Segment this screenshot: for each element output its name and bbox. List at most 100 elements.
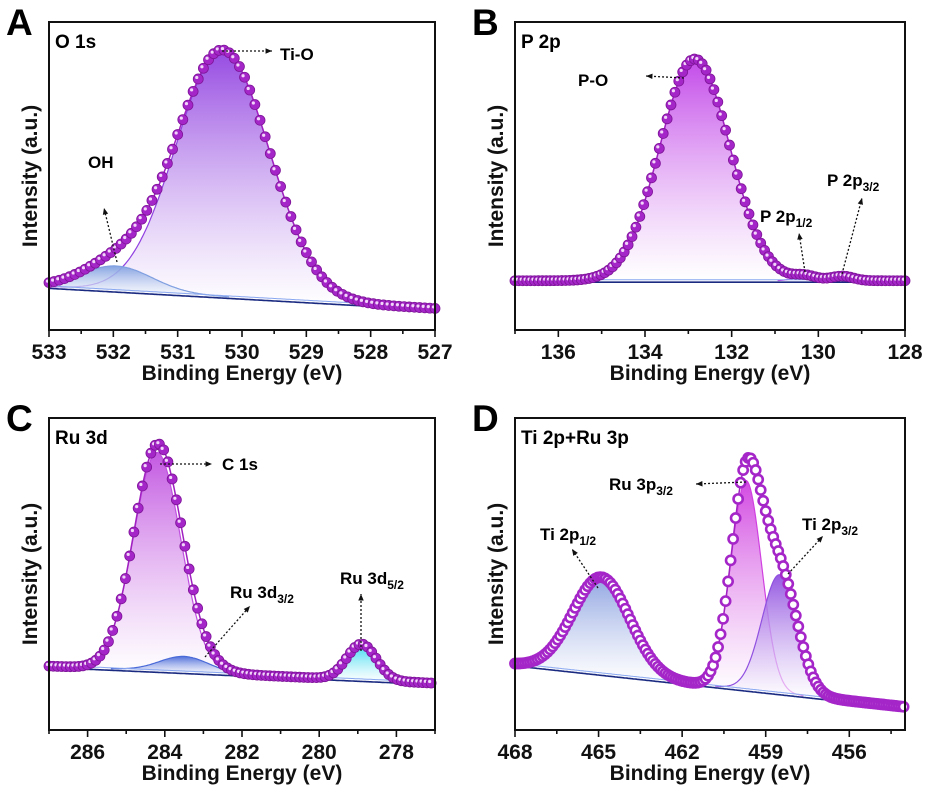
data-point-highlight — [401, 303, 405, 307]
annotation-text: Ti 2p — [540, 525, 579, 544]
data-point-highlight — [636, 213, 640, 217]
data-point — [661, 113, 673, 125]
data-point-highlight — [722, 127, 726, 131]
panel-title: Ti 2p+Ru 3p — [521, 428, 629, 449]
data-point — [782, 578, 795, 590]
panel-title: O 1s — [55, 32, 96, 53]
arrow-head-icon — [265, 48, 272, 54]
arrow-head-icon — [243, 606, 250, 613]
data-point — [722, 575, 735, 588]
annotation-subscript: 3/2 — [277, 592, 294, 606]
data-point-highlight — [61, 275, 65, 279]
annotation-text: P 2p — [827, 171, 863, 190]
data-point-highlight — [334, 666, 338, 670]
data-point-highlight — [113, 613, 118, 617]
annotation-text: P-O — [578, 71, 608, 90]
panel-B: 136 134 132 130 128 Binding Energy (eV) Intens… — [472, 2, 923, 385]
data-point-highlight — [66, 273, 70, 277]
data-point-highlight — [105, 638, 109, 642]
annotation-label: C 1s — [222, 455, 258, 474]
data-point — [719, 595, 732, 608]
data-point — [141, 461, 153, 473]
data-point — [727, 533, 740, 545]
x-tick-label: 465 — [581, 741, 616, 764]
data-point-highlight — [380, 301, 384, 306]
x-tick-label: 459 — [748, 741, 783, 764]
data-point-highlight — [181, 543, 185, 547]
annotation-label: Ti-O — [280, 45, 314, 64]
y-axis-label: Intensity (a.u.) — [19, 503, 42, 645]
data-point-highlight — [411, 304, 415, 308]
data-point-highlight — [51, 278, 55, 282]
data-point — [789, 609, 802, 622]
data-point — [752, 473, 765, 486]
arrow-head-icon — [857, 198, 863, 205]
data-point-highlight — [359, 298, 364, 302]
annotation-arrow — [841, 197, 863, 275]
data-point-highlight — [138, 216, 142, 220]
annotation-label: Ru 3d5/2 — [340, 569, 404, 592]
data-point-highlight — [644, 188, 648, 192]
data-point-highlight — [143, 464, 147, 468]
data-point-highlight — [287, 213, 291, 217]
data-point-highlight — [169, 146, 173, 150]
data-point — [714, 628, 727, 641]
arrow-head-icon — [696, 481, 703, 487]
x-tick-label: 462 — [665, 741, 700, 764]
annotation-label: Ru 3d3/2 — [230, 583, 294, 606]
data-point-highlight — [177, 519, 181, 523]
data-point — [653, 143, 665, 154]
data-point-highlight — [667, 101, 672, 106]
data-point — [244, 84, 256, 96]
data-point-highlight — [652, 160, 656, 164]
data-point-highlight — [313, 266, 317, 271]
arrow-head-icon — [102, 208, 109, 215]
data-point — [275, 181, 287, 192]
data-point-highlight — [198, 620, 202, 624]
panel-A: 533 532 531 530 529 528 527 Binding Energy (eV)… — [6, 2, 453, 385]
data-point-highlight — [215, 657, 219, 661]
data-point-highlight — [81, 266, 86, 270]
data-point-highlight — [203, 633, 207, 637]
data-point — [708, 84, 720, 95]
data-point — [757, 494, 770, 507]
data-point-highlight — [190, 586, 194, 590]
data-point — [792, 620, 805, 633]
data-point — [146, 195, 158, 206]
data-point-highlight — [679, 68, 683, 73]
data-point-highlight — [143, 207, 147, 211]
x-tick-label: 527 — [417, 341, 452, 364]
data-point — [712, 96, 724, 108]
arrow-head-icon — [358, 594, 364, 601]
data-point — [270, 164, 281, 176]
data-point-highlight — [364, 643, 368, 648]
data-point-highlight — [389, 674, 394, 678]
data-point-highlight — [97, 256, 101, 260]
x-tick-label: 456 — [832, 741, 867, 764]
annotation-arrow — [204, 605, 251, 658]
data-point — [729, 512, 742, 524]
data-point — [200, 631, 212, 642]
data-point-highlight — [749, 221, 754, 225]
data-point-highlight — [385, 671, 389, 675]
data-point-highlight — [190, 88, 194, 92]
data-point — [158, 444, 170, 456]
data-point — [239, 71, 250, 83]
data-point-highlight — [96, 653, 101, 657]
data-point — [717, 612, 729, 625]
data-point-highlight — [224, 664, 228, 668]
x-axis-label: Binding Energy (eV) — [610, 762, 811, 785]
data-point — [170, 494, 182, 506]
data-point-highlight — [282, 198, 286, 203]
annotation-label: Ti 2p3/2 — [802, 515, 858, 538]
data-point-highlight — [267, 150, 271, 154]
data-point-highlight — [107, 249, 111, 253]
data-point-highlight — [675, 77, 679, 82]
data-point — [626, 231, 638, 243]
data-point — [630, 221, 642, 233]
annotation-text: Ti 2p — [802, 515, 841, 534]
x-tick-label: 531 — [160, 341, 195, 364]
data-point — [192, 602, 204, 614]
x-tick-label: 132 — [714, 341, 749, 364]
